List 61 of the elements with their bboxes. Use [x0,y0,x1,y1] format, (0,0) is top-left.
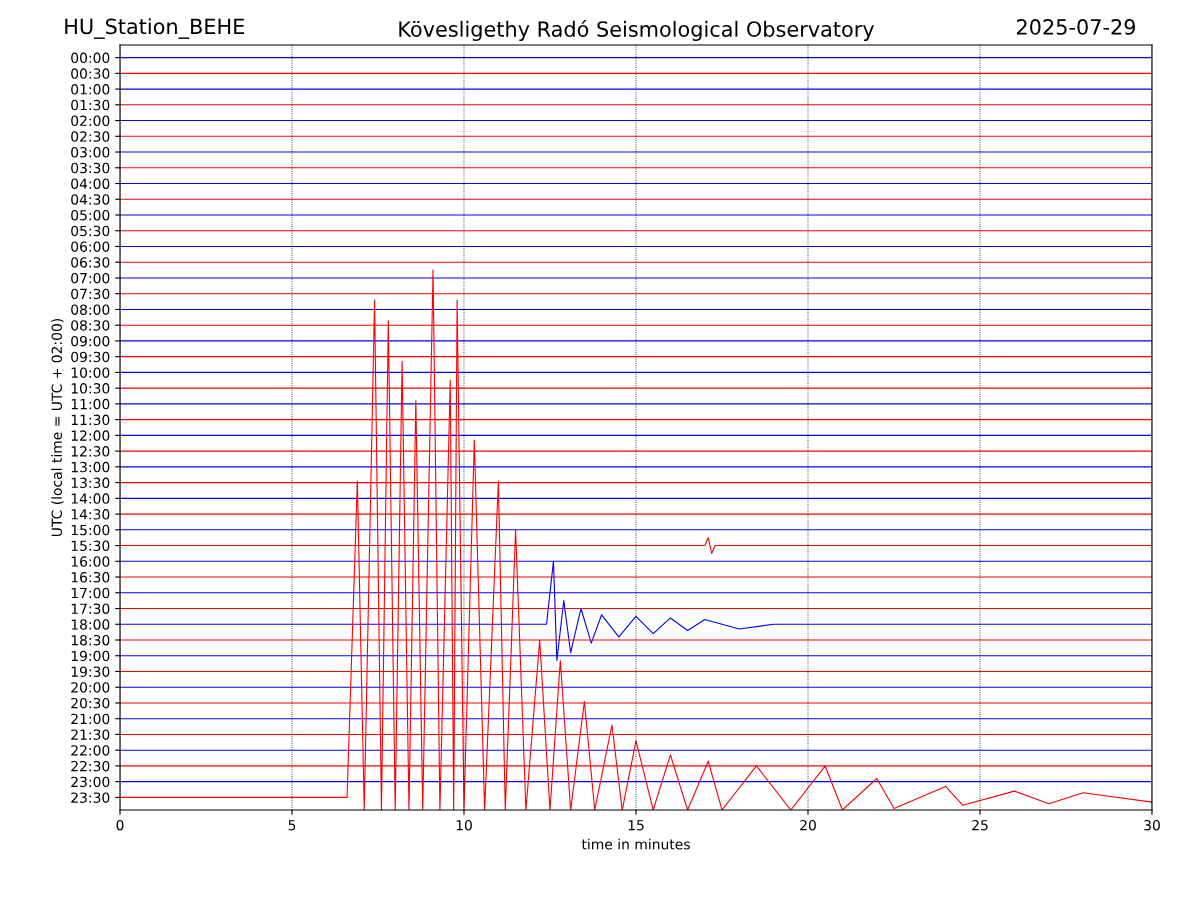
y-tick-label: 12:00 [71,430,110,441]
y-tick-label: 04:30 [71,194,110,205]
y-tick-label: 03:00 [71,147,110,158]
line-series [120,560,1152,662]
y-tick-label: 23:00 [71,776,110,788]
y-tick-label: 05:00 [71,209,110,221]
y-tick-label: 06:30 [71,257,110,268]
y-tick-label: 21:00 [71,713,110,725]
y-tick-label: 01:30 [71,99,110,111]
y-tick-label: 09:30 [71,351,110,363]
y-tick-label: 13:00 [71,461,110,473]
y-tick-label: 16:00 [71,556,110,567]
y-tick-label: 03:30 [71,162,110,174]
x-tick-label: 15 [628,820,644,831]
y-tick-label: 13:30 [71,477,110,489]
x-tick-label: 10 [456,819,472,831]
y-tick-label: 11:30 [71,414,110,426]
y-tick-label: 01:00 [71,84,110,95]
y-tick-label: 10:30 [71,383,110,394]
y-tick-label: 18:30 [71,634,110,646]
x-tick-label: 30 [1144,819,1160,831]
y-tick-label: 18:00 [71,619,110,630]
y-tick-label: 05:30 [71,225,110,237]
y-tick-label: 20:00 [71,682,110,693]
x-tick-label: 20 [800,819,816,831]
y-tick-label: 17:00 [71,587,110,599]
y-tick-label: 14:30 [71,509,110,520]
y-tick-label: 08:30 [71,320,110,331]
y-tick-label: 19:30 [71,666,110,677]
y-tick-label: 09:00 [71,335,110,347]
x-tick-label: 0 [116,819,124,831]
y-tick-label: 20:30 [71,697,110,709]
y-tick-label: 07:30 [71,288,110,300]
y-tick-label: 12:30 [71,446,110,457]
y-tick-label: 04:00 [71,178,110,189]
y-tick-label: 10:00 [71,367,110,378]
y-tick-label: 22:30 [71,760,110,772]
y-tick-label: 14:00 [71,493,110,504]
x-tick-label: 25 [972,819,988,831]
y-tick-label: 23:30 [71,792,110,803]
text: 2025-07-29 [1016,19,1136,35]
y-tick-label: 07:00 [71,272,110,284]
y-tick-label: 00:00 [71,52,110,64]
y-tick-label: 22:00 [71,745,110,756]
y-tick-label: 02:30 [71,131,110,142]
y-tick-label: 11:00 [71,398,110,410]
y-tick-label: 21:30 [71,729,110,740]
y-tick-label: 15:00 [71,524,110,536]
x-tick-label: 5 [288,820,296,831]
text: HU_Station_BEHE [65,18,244,39]
y-tick-label: 19:00 [71,650,110,662]
y-tick-label: 15:30 [71,540,110,552]
y-axis-title: UTC (local time = UTC + 02:00) [51,318,64,537]
chart-title: Kövesligethy Radó Seismological Observatory [399,20,875,41]
y-tick-label: 06:00 [71,241,110,252]
x-axis-title: time in minutes [581,838,690,850]
y-tick-label: 16:30 [71,572,110,583]
y-tick-label: 08:00 [71,304,110,315]
y-tick-label: 00:30 [71,68,110,79]
y-tick-label: 17:30 [71,603,110,614]
y-tick-label: 02:00 [71,115,110,127]
